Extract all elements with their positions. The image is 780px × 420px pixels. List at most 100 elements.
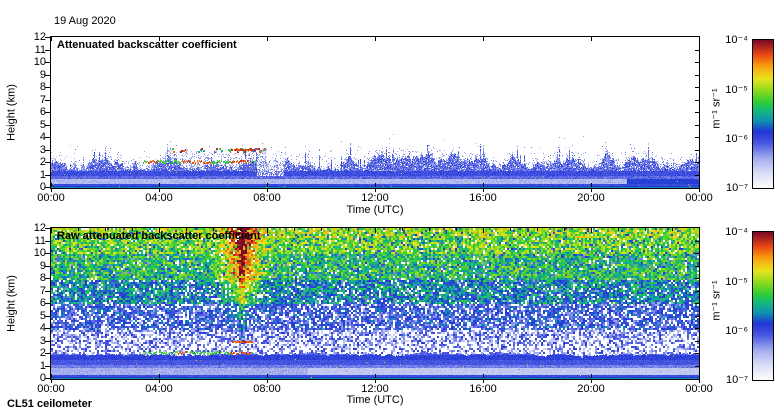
- y-tick-right: [695, 75, 699, 76]
- y-tick: [45, 378, 50, 379]
- y-tick-label: 1: [39, 169, 46, 181]
- x-tick-label: 08:00: [253, 383, 281, 395]
- x-tick-label: 04:00: [145, 383, 173, 395]
- x-tick-label: 00:00: [37, 383, 65, 395]
- x-tick-top: [267, 37, 268, 41]
- y-tick: [45, 278, 50, 279]
- x-minor-tick-top: [510, 228, 511, 231]
- x-minor-tick-top: [618, 228, 619, 231]
- x-tick-label: 04:00: [145, 192, 173, 204]
- colorbar-1-unit-label: m⁻¹ sr⁻¹: [710, 88, 723, 129]
- y-tick: [45, 241, 50, 242]
- x-minor-tick-top: [159, 228, 160, 233]
- y-tick: [45, 228, 50, 229]
- x-tick-label: 16:00: [469, 383, 497, 395]
- panel1-ylabel: Height (km): [5, 84, 18, 141]
- y-tick-right: [695, 303, 699, 304]
- x-tick-inner: [159, 374, 160, 378]
- y-tick-right: [695, 162, 699, 163]
- y-tick-label: 9: [39, 260, 46, 272]
- x-minor-tick-top: [78, 228, 79, 231]
- y-tick-right: [695, 62, 699, 63]
- x-minor-tick-top: [537, 228, 538, 231]
- x-tick-top: [483, 37, 484, 41]
- y-tick-right: [695, 328, 699, 329]
- x-tick: [483, 380, 484, 383]
- x-minor-tick-top: [375, 228, 376, 233]
- x-tick-inner: [51, 183, 52, 187]
- y-tick-label: 12: [33, 31, 46, 43]
- y-tick-label: 3: [39, 144, 46, 156]
- y-tick-right: [695, 278, 699, 279]
- y-tick: [45, 37, 50, 38]
- x-tick: [267, 380, 268, 383]
- y-tick-label: 10: [33, 247, 46, 259]
- x-tick-label: 20:00: [577, 383, 605, 395]
- y-tick: [45, 366, 50, 367]
- colorbar-1-canvas: [753, 40, 773, 188]
- y-tick-label: 12: [33, 222, 46, 234]
- y-tick-label: 2: [39, 347, 46, 359]
- y-tick: [45, 175, 50, 176]
- y-tick: [45, 253, 50, 254]
- y-tick-right: [695, 125, 699, 126]
- x-tick-inner: [591, 374, 592, 378]
- x-tick-label: 12:00: [361, 192, 389, 204]
- y-tick: [45, 100, 50, 101]
- raw-heatmap-canvas: [51, 228, 699, 379]
- y-tick-right: [695, 266, 699, 267]
- x-tick: [699, 189, 700, 192]
- instrument-label: CL51 ceilometer: [7, 398, 92, 410]
- y-tick-right: [695, 50, 699, 51]
- y-tick-label: 7: [39, 94, 46, 106]
- panel1-title: Attenuated backscatter coefficient: [57, 39, 237, 51]
- x-tick-inner: [267, 183, 268, 187]
- x-minor-tick-top: [483, 228, 484, 233]
- y-tick-label: 5: [39, 119, 46, 131]
- x-minor-tick-top: [591, 228, 592, 233]
- y-tick-right: [695, 241, 699, 242]
- x-tick: [267, 189, 268, 192]
- y-tick: [45, 291, 50, 292]
- y-tick-right: [695, 253, 699, 254]
- y-tick-label: 8: [39, 81, 46, 93]
- y-tick-label: 1: [39, 360, 46, 372]
- attenuated-heatmap-canvas: [51, 37, 699, 188]
- y-tick-label: 9: [39, 69, 46, 81]
- panel2-ylabel: Height (km): [5, 275, 18, 332]
- x-minor-tick-top: [186, 228, 187, 231]
- x-minor-tick-top: [564, 228, 565, 231]
- x-minor-tick-top: [240, 228, 241, 231]
- y-tick-label: 10: [33, 56, 46, 68]
- y-tick: [45, 75, 50, 76]
- x-tick: [51, 380, 52, 383]
- y-tick-label: 5: [39, 310, 46, 322]
- colorbar-1-tick-1e-5: 10⁻⁵: [725, 84, 748, 96]
- date-label: 19 Aug 2020: [54, 15, 116, 27]
- y-tick-right: [695, 366, 699, 367]
- x-tick-inner: [483, 183, 484, 187]
- colorbar-2: [752, 231, 774, 381]
- y-tick: [45, 62, 50, 63]
- x-tick-inner: [375, 374, 376, 378]
- y-tick: [45, 87, 50, 88]
- panel2-title: Raw attenuated backscatter coefficient: [57, 230, 261, 242]
- x-minor-tick-top: [645, 228, 646, 231]
- panel2-xlabel: Time (UTC): [346, 394, 404, 406]
- colorbar-2-unit-label: m⁻¹ sr⁻¹: [710, 280, 723, 321]
- y-tick-label: 4: [39, 131, 46, 143]
- y-tick: [45, 125, 50, 126]
- y-tick: [45, 150, 50, 151]
- x-tick: [375, 380, 376, 383]
- x-tick-inner: [267, 374, 268, 378]
- y-tick-right: [695, 150, 699, 151]
- y-tick-label: 0: [39, 372, 46, 384]
- x-tick: [159, 189, 160, 192]
- y-tick: [45, 50, 50, 51]
- y-tick-right: [695, 175, 699, 176]
- y-tick-right: [695, 100, 699, 101]
- x-minor-tick-top: [456, 228, 457, 231]
- y-tick: [45, 137, 50, 138]
- y-tick-right: [695, 87, 699, 88]
- x-tick: [375, 189, 376, 192]
